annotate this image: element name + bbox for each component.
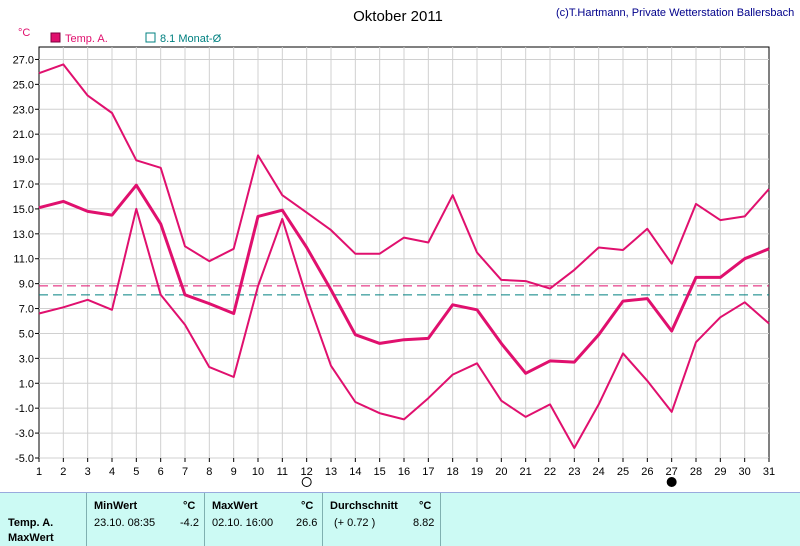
y-tick-label: 15.0 <box>13 204 34 216</box>
stats-avg-cell: Durchschnitt °C (+ 0.72 ) 8.82 <box>322 493 441 546</box>
avg-unit: °C <box>419 500 432 512</box>
min-datetime: 23.10. 08:35 <box>94 517 156 529</box>
x-tick-label: 31 <box>763 466 775 478</box>
x-axis: 1 2 3 4 5 6 7 8 9 10 11 12 13 14 15 16 17 18 19 20 21 22 23 24 2… <box>36 458 775 478</box>
reference-lines <box>39 285 769 296</box>
x-tick-label: 14 <box>349 466 361 478</box>
x-tick-label: 18 <box>447 466 459 478</box>
y-unit-label: °C <box>18 27 30 39</box>
y-tick-label: 7.0 <box>19 304 34 316</box>
x-tick-label: 2 <box>60 466 66 478</box>
x-tick-label: 8 <box>206 466 212 478</box>
stats-panel: Temp. A. MaxWert MinWert °C 23.10. 08:35… <box>0 492 800 546</box>
x-tick-label: 6 <box>158 466 164 478</box>
stats-max-cell: MaxWert °C 02.10. 16:00 26.6 <box>204 493 323 546</box>
y-tick-label: 11.0 <box>13 254 34 266</box>
x-tick-label: 25 <box>617 466 629 478</box>
x-tick-label: 23 <box>568 466 580 478</box>
y-tick-label: 5.0 <box>19 328 34 340</box>
x-tick-label: 26 <box>641 466 653 478</box>
avg-deviation: (+ 0.72 ) <box>334 517 376 529</box>
x-tick-label: 9 <box>231 466 237 478</box>
y-tick-label: -1.0 <box>15 403 34 415</box>
x-tick-label: 4 <box>109 466 115 478</box>
stats-labels-cell: Temp. A. MaxWert <box>0 493 87 546</box>
y-tick-label: 13.0 <box>13 229 34 241</box>
x-tick-label: 7 <box>182 466 188 478</box>
min-header: MinWert <box>94 500 138 512</box>
series-lines <box>38 63 770 449</box>
legend-label-avg: 8.1 Monat-Ø <box>160 33 222 45</box>
legend-label-temp: Temp. A. <box>65 33 108 45</box>
avg-value: 8.82 <box>413 517 435 529</box>
max-value: 26.6 <box>296 517 318 529</box>
series-line-min <box>38 207 770 449</box>
x-tick-label: 29 <box>714 466 726 478</box>
x-tick-label: 22 <box>544 466 556 478</box>
x-tick-label: 3 <box>85 466 91 478</box>
x-tick-label: 15 <box>374 466 386 478</box>
x-tick-label: 28 <box>690 466 702 478</box>
y-tick-label: 1.0 <box>19 378 34 390</box>
max-unit: °C <box>301 500 314 512</box>
x-tick-label: 11 <box>277 466 288 478</box>
row-label-max: MaxWert <box>8 532 54 544</box>
x-tick-label: 27 <box>666 466 678 478</box>
temperature-chart: Oktober 2011 (c)T.Hartmann, Private Wett… <box>13 7 794 487</box>
x-tick-label: 21 <box>520 466 532 478</box>
max-datetime: 02.10. 16:00 <box>212 517 274 529</box>
legend: Temp. A. 8.1 Monat-Ø <box>50 32 222 45</box>
moon-markers <box>301 477 677 487</box>
y-tick-label: 3.0 <box>19 353 34 365</box>
x-tick-label: 5 <box>133 466 139 478</box>
x-tick-label: 17 <box>422 466 434 478</box>
y-tick-label: 23.0 <box>13 104 34 116</box>
x-tick-label: 20 <box>495 466 507 478</box>
y-tick-label: 27.0 <box>13 54 34 66</box>
y-tick-label: -3.0 <box>15 428 34 440</box>
chart-title: Oktober 2011 <box>353 8 443 25</box>
min-value: -4.2 <box>180 517 199 529</box>
y-tick-label: 25.0 <box>13 79 34 91</box>
x-tick-label: 10 <box>252 466 264 478</box>
y-tick-label: 21.0 <box>13 129 34 141</box>
y-tick-label: 19.0 <box>13 154 34 166</box>
credit-text: (c)T.Hartmann, Private Wetterstation Bal… <box>556 7 794 19</box>
series-line-max <box>38 63 770 290</box>
y-axis: 27.0 25.0 23.0 21.0 19.0 17.0 15.0 13.0 11.0 9.0 7… <box>13 54 39 465</box>
y-tick-label: 17.0 <box>13 179 34 191</box>
x-tick-label: 19 <box>471 466 483 478</box>
y-tick-label: 9.0 <box>19 279 34 291</box>
y-tick-label: -5.0 <box>15 453 34 465</box>
min-unit: °C <box>183 500 196 512</box>
x-tick-label: 1 <box>36 466 42 478</box>
stats-min-cell: MinWert °C 23.10. 08:35 -4.2 <box>86 493 205 546</box>
x-tick-label: 30 <box>739 466 751 478</box>
row-label-temp: Temp. A. <box>8 517 54 529</box>
moon-full-marker <box>301 477 312 487</box>
series-line-avg <box>38 183 770 375</box>
legend-swatch-temp <box>50 32 61 43</box>
moon-new-marker <box>666 477 677 487</box>
x-tick-label: 12 <box>301 466 313 478</box>
x-tick-label: 16 <box>398 466 410 478</box>
x-tick-label: 13 <box>325 466 337 478</box>
x-tick-label: 24 <box>593 466 605 478</box>
max-header: MaxWert <box>212 500 258 512</box>
legend-swatch-avg <box>145 32 156 43</box>
avg-header: Durchschnitt <box>330 500 398 512</box>
